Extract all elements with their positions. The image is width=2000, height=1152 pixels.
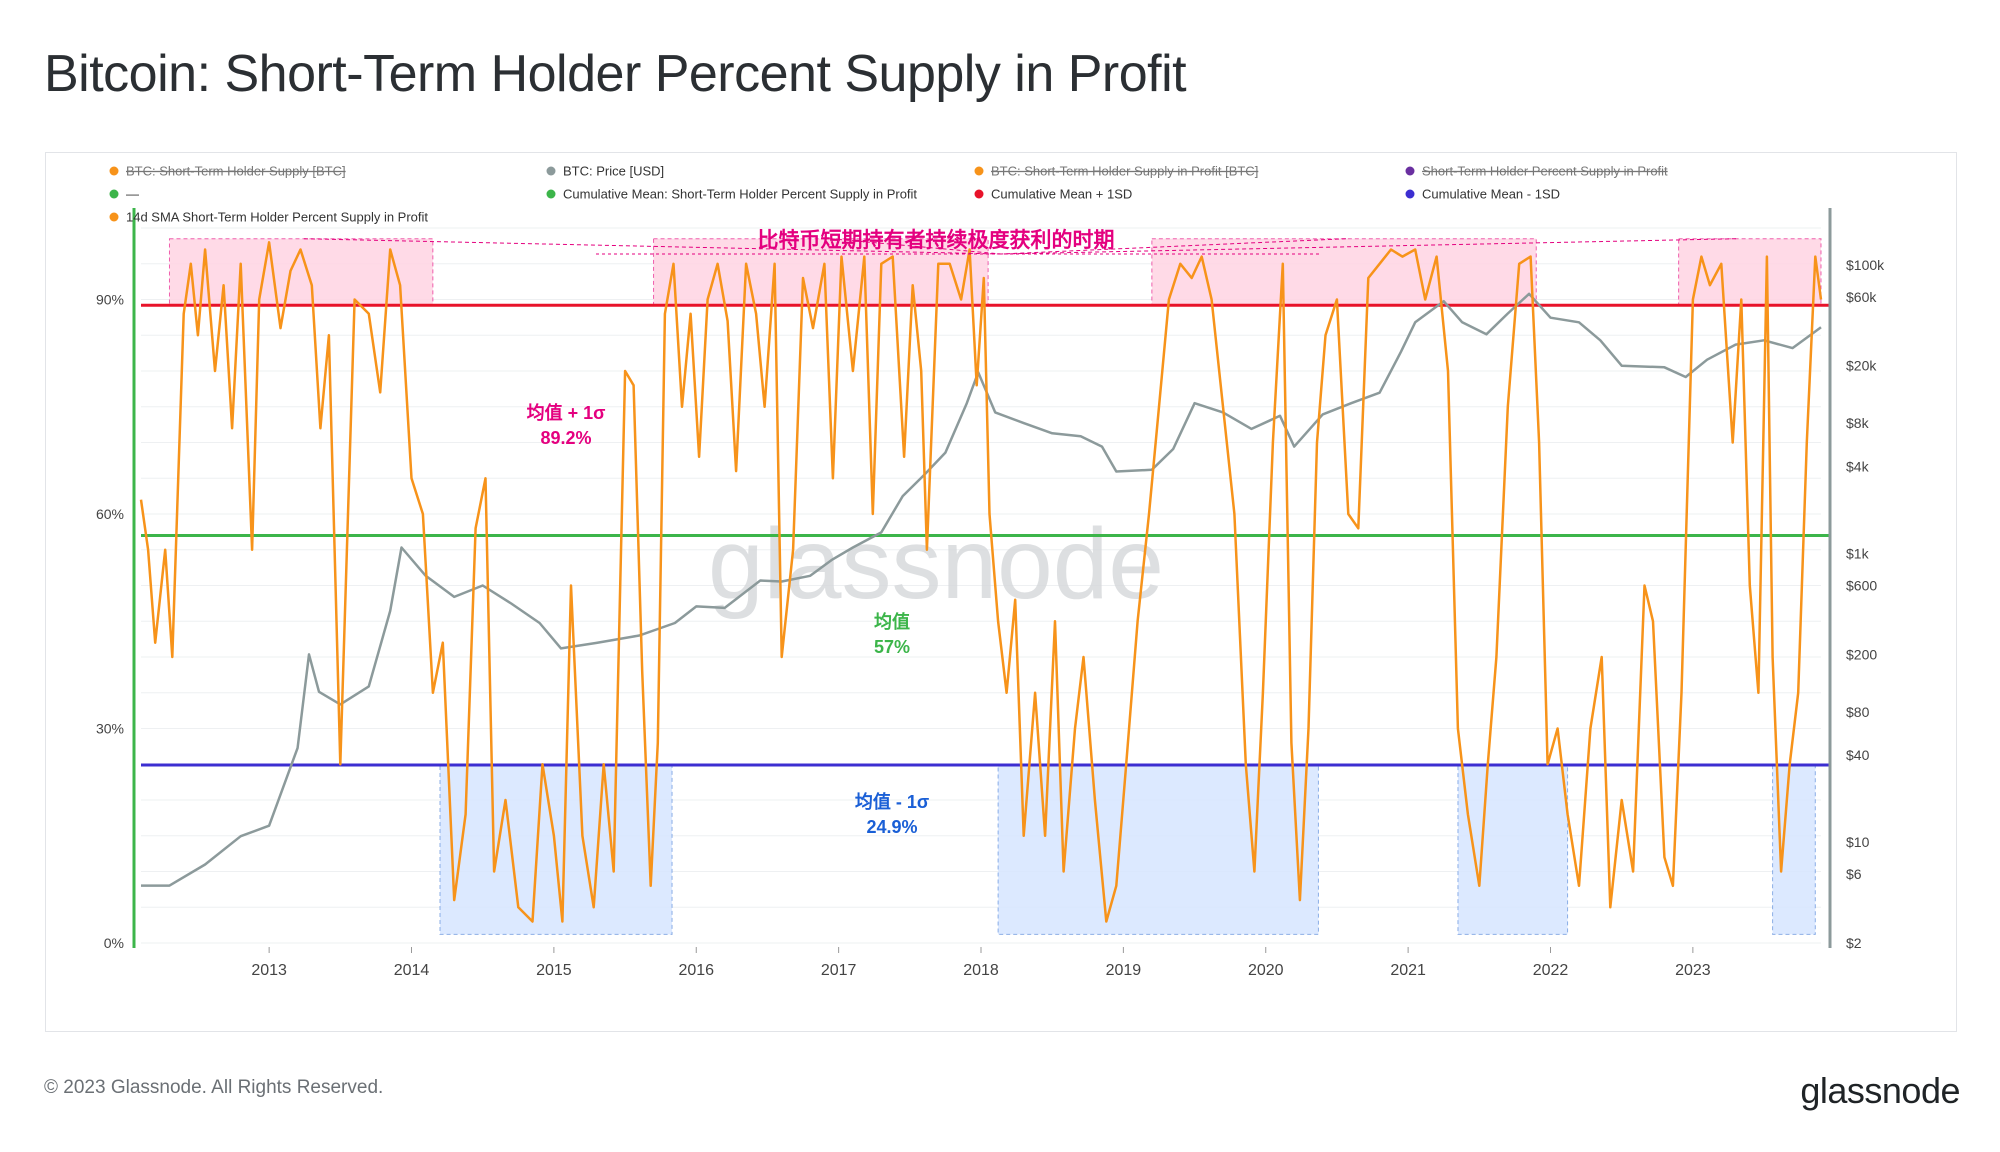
x-tick-label: 2013 [251, 962, 287, 979]
y-right-tick-label: $2 [1846, 935, 1862, 951]
annotation-leader-line [1000, 238, 1737, 255]
y-right-tick-label: $4k [1846, 459, 1870, 475]
y-right-tick-label: $1k [1846, 545, 1870, 561]
page-title: Bitcoin: Short-Term Holder Percent Suppl… [44, 45, 1187, 103]
legend-marker [109, 189, 119, 199]
legend-marker [546, 189, 556, 199]
axes: 0% 30% 60% 90% $2 $6 $10 $40 $80 $200 $600 $1k $4k $8… [96, 208, 1885, 979]
y-right-tick-label: $20k [1846, 358, 1877, 374]
mean_minus_1sd-label: 均值 - 1σ [855, 791, 929, 812]
x-tick-label: 2018 [963, 962, 999, 979]
y-right-tick-label: $100k [1846, 257, 1885, 273]
legend-item-label: BTC: Short-Term Holder Supply [BTC] [126, 164, 346, 179]
legend-marker [109, 212, 119, 222]
x-tick-label: 2017 [821, 962, 857, 979]
y-right-tick-label: $600 [1846, 578, 1877, 594]
legend-marker [974, 189, 984, 199]
legend-item-label: BTC: Short-Term Holder Supply in Profit … [991, 164, 1258, 179]
sth-percent-line [139, 241, 1823, 923]
y-right-tick-label: $40 [1846, 747, 1870, 763]
y-right-tick-label: $6 [1846, 866, 1862, 882]
low-profit-region [997, 764, 1319, 935]
y-left-tick-label: 0% [104, 935, 124, 951]
brand-logo[interactable]: glassnode [1800, 1070, 1960, 1111]
y-right-tick-label: $80 [1846, 704, 1870, 720]
highlight-regions [168, 238, 1822, 935]
y-right-tick-label: $60k [1846, 289, 1877, 305]
y-left-tick-label: 60% [96, 506, 124, 522]
x-tick-label: 2014 [394, 962, 430, 979]
annotation-leader-line [830, 238, 1002, 255]
legend-item-label: Short-Term Holder Percent Supply in Prof… [1422, 164, 1668, 179]
x-tick-label: 2020 [1248, 962, 1284, 979]
annotation-leader-line [1000, 238, 1347, 255]
btc-price-line [141, 292, 1822, 887]
legend-item-label: BTC: Price [USD] [563, 164, 664, 179]
mean_plus_1sd-value: 89.2% [540, 428, 591, 448]
legend-marker [1405, 189, 1415, 199]
mean_minus_1sd-value: 24.9% [866, 817, 917, 837]
mean-label: 均值 [874, 611, 910, 632]
x-tick-label: 2022 [1533, 962, 1569, 979]
chart-panel: glassnode 0% 30% 60% 90% $2 $6 $10 $40 $80 $200 $6… [45, 152, 1957, 1032]
y-right-tick-label: $10 [1846, 834, 1870, 850]
series-lines [139, 241, 1823, 923]
y-right-tick-label: $8k [1846, 415, 1870, 431]
legend-marker [109, 166, 119, 176]
legend-item-label: Cumulative Mean + 1SD [991, 187, 1132, 202]
legend-item-label: 14d SMA Short-Term Holder Percent Supply… [126, 210, 428, 225]
chart-svg[interactable]: glassnode 0% 30% 60% 90% $2 $6 $10 $40 $80 $200 $6… [46, 153, 1956, 1031]
low-profit-region [1457, 764, 1569, 935]
high-profit-region [1678, 238, 1822, 306]
x-tick-label: 2023 [1675, 962, 1711, 979]
x-tick-label: 2021 [1390, 962, 1426, 979]
y-left-tick-label: 90% [96, 292, 124, 308]
y-right-tick-label: $200 [1846, 646, 1877, 662]
legend-item-label: Cumulative Mean: Short-Term Holder Perce… [563, 187, 917, 202]
legend: BTC: Short-Term Holder Supply [BTC] BTC: … [109, 164, 1668, 225]
legend-marker [546, 166, 556, 176]
y-left-tick-label: 30% [96, 721, 124, 737]
copyright: © 2023 Glassnode. All Rights Reserved. [44, 1077, 384, 1098]
legend-item-label: — [126, 187, 139, 202]
glassnode-watermark: glassnode [708, 508, 1164, 620]
x-tick-label: 2015 [536, 962, 572, 979]
legend-marker [1405, 166, 1415, 176]
mean-value: 57% [874, 637, 910, 657]
legend-marker [974, 166, 984, 176]
x-tick-label: 2019 [1106, 962, 1142, 979]
x-tick-label: 2016 [678, 962, 714, 979]
legend-item-label: Cumulative Mean - 1SD [1422, 187, 1560, 202]
mean_plus_1sd-label: 均值 + 1σ [527, 402, 606, 423]
